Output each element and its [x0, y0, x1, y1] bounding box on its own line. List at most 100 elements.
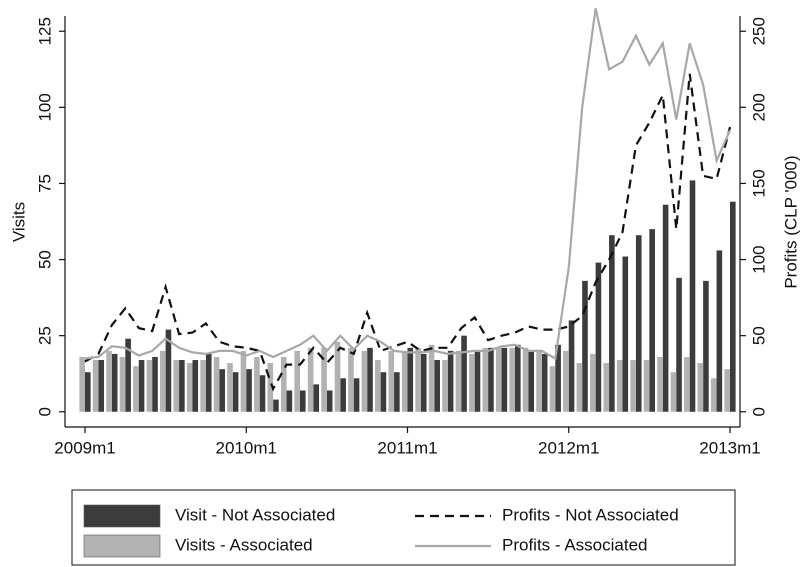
legend-label: Profits - Associated	[502, 535, 648, 554]
bar	[85, 372, 91, 412]
bar	[730, 201, 736, 412]
bar	[219, 369, 225, 412]
legend-swatch	[83, 534, 161, 558]
bar	[125, 338, 131, 412]
bar	[313, 384, 320, 412]
legend-swatch	[83, 504, 161, 528]
bar	[227, 363, 233, 412]
bar	[442, 360, 448, 412]
bar	[549, 366, 556, 412]
bar	[501, 347, 508, 412]
bar	[111, 353, 118, 412]
bar	[119, 356, 126, 412]
y2-axis-label: Profits (CLP '000)	[781, 155, 800, 288]
bar	[541, 353, 548, 412]
bar	[340, 378, 346, 412]
bar	[649, 229, 655, 412]
bar	[676, 277, 682, 412]
bar	[146, 360, 153, 412]
bar	[482, 347, 489, 412]
bar	[455, 350, 462, 412]
bar	[361, 350, 368, 412]
bar	[106, 350, 112, 412]
bar	[488, 347, 494, 412]
bar	[528, 350, 535, 412]
bar	[447, 350, 454, 412]
y-axis-label: Visits	[9, 202, 28, 242]
bar	[697, 363, 704, 412]
legend-label: Visit - Not Associated	[175, 505, 335, 524]
bar	[160, 350, 166, 412]
bar	[98, 360, 105, 412]
bar	[563, 350, 569, 412]
y2-tick-label: 0	[749, 407, 768, 416]
bar	[388, 350, 395, 412]
bar	[254, 356, 260, 412]
bar	[415, 347, 421, 412]
bar	[474, 350, 481, 412]
bar	[420, 353, 427, 412]
bar	[334, 341, 341, 412]
bar	[213, 356, 220, 412]
y-tick-label: 75	[35, 174, 54, 193]
x-tick-label: 2012m1	[538, 438, 599, 457]
bar	[380, 372, 387, 412]
legend-label: Visits - Associated	[175, 535, 313, 554]
bar	[522, 347, 529, 412]
bar	[703, 280, 709, 412]
y2-tick-label: 250	[749, 17, 768, 45]
bar	[555, 344, 561, 412]
y-tick-label: 50	[35, 250, 54, 269]
y-tick-label: 0	[35, 407, 54, 416]
bar	[259, 375, 266, 412]
bar	[568, 320, 575, 412]
bar	[326, 390, 333, 412]
bar	[394, 372, 400, 412]
bar	[461, 335, 467, 412]
bar	[509, 347, 515, 412]
bar	[689, 180, 696, 412]
line	[84, 8, 732, 361]
bar	[710, 378, 717, 412]
bar	[670, 372, 677, 412]
legend-box	[71, 489, 736, 566]
x-tick-label: 2011m1	[377, 438, 437, 457]
bar	[179, 360, 185, 412]
bar	[630, 360, 636, 412]
bar	[307, 347, 314, 412]
y-tick-label: 100	[35, 93, 54, 121]
bar	[165, 329, 172, 412]
bar	[152, 356, 158, 412]
bar	[401, 350, 408, 412]
bar	[321, 347, 327, 412]
bar	[643, 360, 650, 412]
bar	[684, 356, 690, 412]
bar	[92, 360, 99, 412]
bar	[576, 363, 583, 412]
bar	[595, 262, 602, 412]
bar	[716, 250, 723, 412]
bar	[495, 347, 502, 412]
bar	[622, 256, 629, 412]
y2-tick-label: 200	[749, 93, 768, 121]
bar	[609, 235, 615, 412]
bar	[657, 356, 663, 412]
bar	[407, 347, 414, 412]
legend-label: Profits - Not Associated	[502, 505, 679, 524]
bar	[590, 353, 596, 412]
bar	[294, 350, 300, 412]
bar	[186, 363, 193, 412]
y2-tick-label: 100	[749, 245, 768, 273]
bar	[662, 204, 669, 412]
bar	[353, 378, 360, 412]
y2-tick-label: 150	[749, 169, 768, 197]
bar	[616, 360, 623, 412]
bar	[79, 356, 85, 412]
bar	[232, 372, 239, 412]
bar	[582, 280, 588, 412]
bar	[286, 390, 293, 412]
bar	[246, 369, 252, 412]
y-tick-label: 25	[35, 326, 54, 345]
bar	[434, 360, 440, 412]
